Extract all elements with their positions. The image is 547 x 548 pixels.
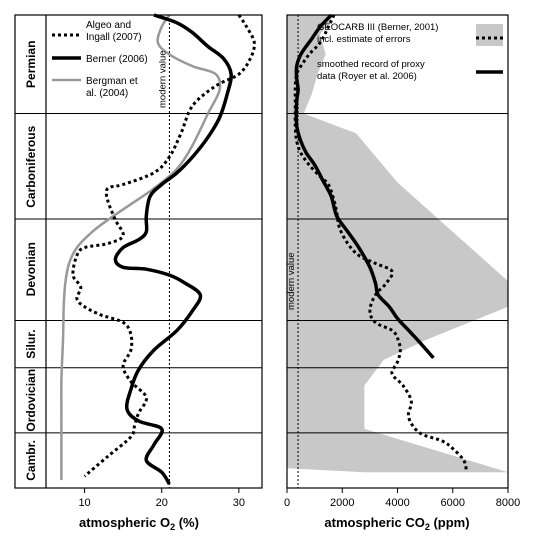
o2-frame [14,14,263,489]
co2-tick-label-0: 0 [284,497,290,509]
period-band-lines [15,113,262,434]
co2-x-axis-label: atmospheric CO2 (ppm) [324,515,469,532]
co2-series-1 [294,13,435,360]
o2-series-2 [60,14,222,481]
o2-series-1 [113,13,233,486]
o2-x-ticks: 10 20 30 [78,488,245,509]
co2-x-ticks: 0 2000 4000 6000 8000 [284,488,520,509]
o2-series-0 [71,14,256,478]
co2-error-band-group [287,15,508,473]
o2-x-axis-label: atmospheric O2 (%) [79,515,199,532]
legend-label-bergman: Bergman et al. (2004) [86,76,138,99]
co2-series-group [293,13,469,488]
co2-panel: GEOCARB III (Berner, 2001) incl. estimate… [284,13,520,532]
period-label-5: Cambr. [24,440,38,481]
co2-tick-label-1: 2000 [330,497,354,509]
period-label-0: Permian [24,41,38,88]
legend-swatch-error-band [476,24,503,46]
period-label-1: Carboniferous [24,125,38,207]
period-label-2: Devonian [24,242,38,296]
period-labels: Permian Carboniferous Devonian Silur. Ordovi… [24,41,38,481]
o2-series-group [60,13,256,488]
co2-tick-label-4: 8000 [496,497,520,509]
legend-label-royer: smoothed record of proxy data (Royer et a… [317,59,425,82]
o2-tick-label-2: 30 [233,497,245,509]
o2-panel: Algeo and Ingall (2007) Berner (2006) Ber… [14,13,263,532]
o2-legend: Algeo and Ingall (2007) Berner (2006) Ber… [52,20,148,99]
o2-tick-label-1: 20 [156,497,168,509]
co2-tick-label-3: 6000 [441,497,465,509]
co2-error-band [287,15,508,473]
o2-tick-label-0: 10 [78,497,90,509]
legend-label-berner: Berner (2006) [86,54,148,65]
legend-label-algeo-line1: Algeo and Ingall (2007) [86,20,142,43]
period-label-4: Ordovician [24,369,38,432]
co2-legend: GEOCARB III (Berner, 2001) incl. estimate… [317,22,503,82]
o2-modern-value-label: modern value [157,50,168,108]
co2-modern-value-label: modern value [286,252,297,310]
co2-tick-label-2: 4000 [385,497,409,509]
period-label-3: Silur. [24,329,38,358]
legend-label-geocarb: GEOCARB III (Berner, 2001) incl. estimate… [317,22,438,45]
